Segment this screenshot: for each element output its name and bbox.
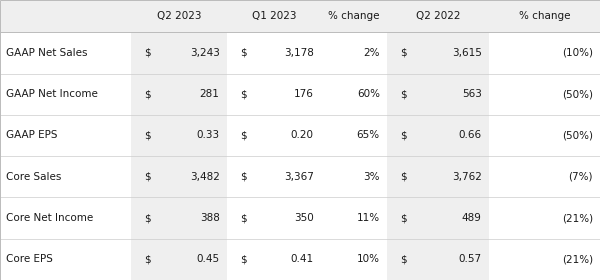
Text: $: $ [240, 130, 247, 141]
Text: $: $ [240, 213, 247, 223]
Text: 3,482: 3,482 [190, 172, 220, 182]
Text: (21%): (21%) [562, 254, 593, 264]
Text: (50%): (50%) [562, 89, 593, 99]
Text: Core EPS: Core EPS [6, 254, 53, 264]
Text: 3,762: 3,762 [452, 172, 482, 182]
Text: $: $ [144, 213, 151, 223]
Text: $: $ [400, 254, 407, 264]
Text: 10%: 10% [357, 254, 380, 264]
Text: 11%: 11% [356, 213, 380, 223]
Text: $: $ [400, 48, 407, 58]
Text: (21%): (21%) [562, 213, 593, 223]
Text: Q1 2023: Q1 2023 [251, 11, 296, 21]
Text: 3,367: 3,367 [284, 172, 314, 182]
Text: 489: 489 [462, 213, 482, 223]
Text: $: $ [240, 48, 247, 58]
Text: $: $ [144, 89, 151, 99]
Bar [387, 0, 489, 280]
Text: 3,243: 3,243 [190, 48, 220, 58]
Text: GAAP EPS: GAAP EPS [6, 130, 58, 141]
Text: 176: 176 [294, 89, 314, 99]
Text: (10%): (10%) [562, 48, 593, 58]
Text: $: $ [144, 172, 151, 182]
Text: $: $ [144, 254, 151, 264]
Text: Core Sales: Core Sales [6, 172, 61, 182]
Text: % change: % change [519, 11, 570, 21]
Text: 0.66: 0.66 [458, 130, 482, 141]
Text: (50%): (50%) [562, 130, 593, 141]
Text: 0.33: 0.33 [196, 130, 220, 141]
Text: $: $ [400, 89, 407, 99]
Text: 350: 350 [294, 213, 314, 223]
Text: GAAP Net Sales: GAAP Net Sales [6, 48, 88, 58]
Bar [131, 0, 227, 280]
Text: $: $ [240, 172, 247, 182]
Text: $: $ [144, 130, 151, 141]
Text: GAAP Net Income: GAAP Net Income [6, 89, 98, 99]
Text: $: $ [144, 48, 151, 58]
Text: Q2 2022: Q2 2022 [416, 11, 460, 21]
Text: 281: 281 [200, 89, 220, 99]
Bar [0, 0, 600, 32]
Text: 0.45: 0.45 [196, 254, 220, 264]
Text: 3,615: 3,615 [452, 48, 482, 58]
Text: $: $ [240, 89, 247, 99]
Text: (7%): (7%) [568, 172, 593, 182]
Text: 388: 388 [200, 213, 220, 223]
Text: % change: % change [328, 11, 380, 21]
Text: Q2 2023: Q2 2023 [157, 11, 201, 21]
Text: 563: 563 [462, 89, 482, 99]
Text: $: $ [400, 213, 407, 223]
Text: $: $ [400, 130, 407, 141]
Text: 3%: 3% [364, 172, 380, 182]
Text: 0.41: 0.41 [290, 254, 314, 264]
Text: 0.57: 0.57 [458, 254, 482, 264]
Text: $: $ [400, 172, 407, 182]
Text: $: $ [240, 254, 247, 264]
Text: 2%: 2% [364, 48, 380, 58]
Text: 65%: 65% [356, 130, 380, 141]
Text: Core Net Income: Core Net Income [6, 213, 93, 223]
Text: 60%: 60% [357, 89, 380, 99]
Text: 3,178: 3,178 [284, 48, 314, 58]
Text: 0.20: 0.20 [291, 130, 314, 141]
